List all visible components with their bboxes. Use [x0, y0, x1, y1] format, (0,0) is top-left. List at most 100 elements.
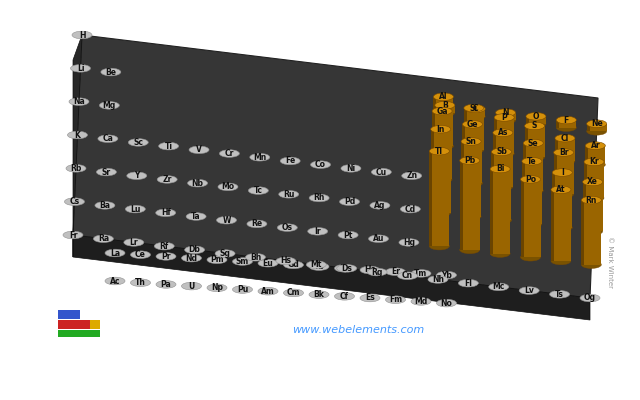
Ellipse shape: [581, 261, 602, 268]
Polygon shape: [520, 179, 524, 257]
Text: Ta: Ta: [191, 212, 201, 221]
Ellipse shape: [97, 168, 116, 176]
Ellipse shape: [369, 235, 388, 242]
Text: Lv: Lv: [524, 286, 534, 295]
Bar: [58, 330, 100, 337]
Text: Tm: Tm: [414, 269, 428, 278]
Ellipse shape: [463, 120, 483, 128]
Text: Mc: Mc: [493, 282, 505, 291]
Polygon shape: [552, 172, 572, 228]
Text: Mo: Mo: [221, 182, 234, 191]
Text: Pm: Pm: [210, 255, 224, 264]
Ellipse shape: [493, 129, 513, 136]
Text: Eu: Eu: [262, 259, 273, 268]
Ellipse shape: [552, 224, 572, 232]
Text: Am: Am: [261, 287, 275, 296]
Text: Cr: Cr: [225, 149, 234, 158]
Text: Ac: Ac: [109, 276, 120, 286]
Ellipse shape: [463, 179, 483, 187]
Text: Ce: Ce: [135, 250, 146, 259]
Polygon shape: [494, 118, 497, 154]
Text: Ru: Ru: [283, 190, 294, 199]
Ellipse shape: [587, 120, 607, 128]
Ellipse shape: [189, 146, 209, 154]
Ellipse shape: [338, 231, 358, 239]
Text: Zr: Zr: [163, 175, 172, 184]
Text: Sc: Sc: [133, 138, 143, 147]
Ellipse shape: [156, 280, 176, 288]
Ellipse shape: [556, 124, 576, 132]
Ellipse shape: [490, 165, 510, 173]
Ellipse shape: [284, 261, 303, 269]
Ellipse shape: [526, 112, 546, 120]
Polygon shape: [554, 152, 557, 194]
Ellipse shape: [435, 102, 455, 109]
Text: V: V: [196, 145, 202, 154]
Text: www.webelements.com: www.webelements.com: [292, 325, 424, 335]
Ellipse shape: [308, 228, 328, 235]
Polygon shape: [495, 113, 499, 120]
Text: Bi: Bi: [496, 164, 504, 174]
Ellipse shape: [433, 93, 454, 100]
Ellipse shape: [431, 126, 451, 133]
Ellipse shape: [581, 196, 602, 204]
Text: Po: Po: [525, 175, 536, 184]
Ellipse shape: [429, 242, 449, 250]
Ellipse shape: [220, 150, 239, 157]
Text: Pt: Pt: [344, 230, 353, 240]
Text: P: P: [501, 113, 507, 122]
Ellipse shape: [248, 187, 268, 194]
Polygon shape: [73, 35, 82, 257]
Ellipse shape: [525, 154, 545, 161]
Polygon shape: [581, 200, 584, 265]
Ellipse shape: [519, 287, 539, 294]
Ellipse shape: [554, 190, 573, 198]
Ellipse shape: [284, 289, 303, 297]
Ellipse shape: [280, 157, 300, 165]
Ellipse shape: [66, 164, 86, 172]
Ellipse shape: [95, 202, 115, 209]
Ellipse shape: [99, 102, 120, 109]
Text: Lu: Lu: [130, 204, 141, 214]
Text: Nd: Nd: [186, 254, 198, 263]
Polygon shape: [581, 200, 602, 265]
Polygon shape: [429, 151, 449, 246]
Text: Pd: Pd: [344, 197, 355, 206]
Text: Xe: Xe: [588, 178, 598, 186]
Ellipse shape: [582, 178, 603, 186]
Text: Se: Se: [528, 138, 538, 148]
Text: Md: Md: [414, 297, 428, 306]
Polygon shape: [73, 35, 598, 298]
Ellipse shape: [276, 257, 296, 265]
Ellipse shape: [307, 261, 326, 268]
Ellipse shape: [493, 183, 513, 191]
Text: Cu: Cu: [376, 168, 387, 176]
Ellipse shape: [69, 98, 89, 106]
Ellipse shape: [550, 290, 570, 298]
Text: Rf: Rf: [159, 242, 169, 251]
Polygon shape: [526, 116, 546, 124]
Ellipse shape: [554, 149, 573, 156]
Text: Ge: Ge: [467, 120, 478, 129]
Polygon shape: [522, 161, 542, 224]
Polygon shape: [493, 133, 513, 187]
Ellipse shape: [399, 239, 419, 246]
Polygon shape: [431, 129, 451, 213]
Ellipse shape: [370, 202, 390, 209]
Ellipse shape: [586, 142, 605, 150]
Ellipse shape: [124, 239, 144, 246]
Ellipse shape: [433, 142, 454, 150]
Text: Ra: Ra: [98, 234, 109, 243]
Text: Mt: Mt: [310, 260, 322, 269]
Ellipse shape: [258, 287, 278, 295]
Ellipse shape: [186, 213, 206, 220]
Ellipse shape: [360, 294, 380, 302]
Polygon shape: [587, 124, 607, 131]
Text: Pr: Pr: [161, 252, 171, 261]
Text: Na: Na: [73, 97, 85, 106]
Ellipse shape: [67, 131, 88, 139]
Ellipse shape: [555, 157, 575, 165]
Ellipse shape: [555, 134, 575, 142]
Text: Er: Er: [391, 267, 400, 276]
Ellipse shape: [309, 263, 329, 270]
